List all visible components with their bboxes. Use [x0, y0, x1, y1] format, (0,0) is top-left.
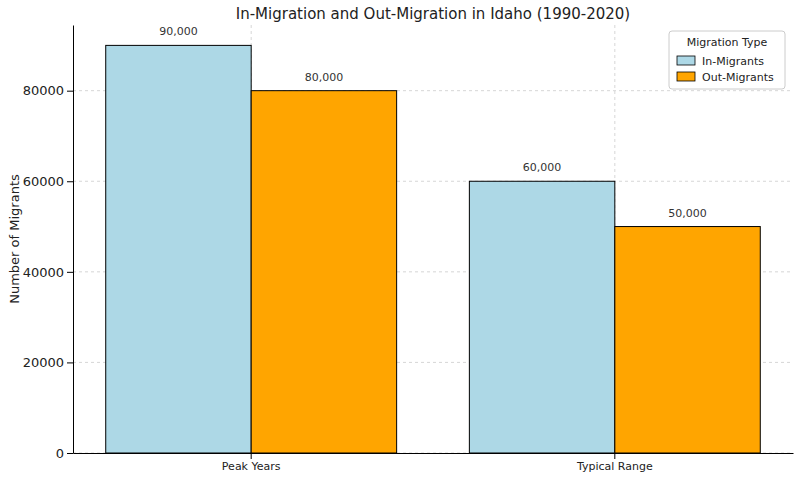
tick-mark [67, 181, 73, 182]
y-axis: 0 20000 40000 60000 80000 [23, 26, 74, 461]
tick-label: 80000 [23, 83, 64, 98]
tick-mark [67, 362, 73, 363]
bar [469, 181, 614, 453]
tick-mark [614, 453, 615, 459]
tick-label: Typical Range [576, 460, 653, 473]
legend-swatch [677, 56, 695, 65]
legend: Migration Type In-Migrants Out-Migrants [669, 31, 785, 89]
legend-label: Out-Migrants [702, 71, 774, 84]
plot-area: 90,000 60,000 80,000 50,000 0 20000 40000 60000… [23, 25, 794, 473]
chart: 90,000 60,000 80,000 50,000 0 20000 40000 60000… [0, 0, 800, 477]
data-label: 80,000 [305, 71, 344, 84]
tick-label: 20000 [23, 355, 64, 370]
y-tick: 80000 [23, 83, 73, 98]
axis-line [74, 453, 794, 454]
data-label: 90,000 [159, 25, 198, 38]
bars [106, 45, 761, 453]
y-tick: 0 [56, 446, 73, 461]
legend-swatch [677, 72, 695, 81]
x-tick: Peak Years [222, 453, 281, 473]
axis-line [73, 26, 74, 454]
data-label: 60,000 [523, 161, 562, 174]
title: In-Migration and Out-Migration in Idaho … [236, 5, 630, 23]
tick-mark [67, 272, 73, 273]
legend-label: In-Migrants [702, 55, 764, 68]
bar [251, 91, 396, 453]
data-label: 50,000 [668, 207, 707, 220]
bar [106, 45, 251, 453]
y-tick: 40000 [23, 264, 73, 279]
x-axis: Peak Years Typical Range [74, 453, 794, 473]
tick-mark [67, 91, 73, 92]
y-tick: 60000 [23, 174, 73, 189]
tick-label: Peak Years [222, 460, 281, 473]
y-tick: 20000 [23, 355, 73, 370]
x-tick: Typical Range [576, 453, 653, 473]
y-axis-title: Number of Migrants [7, 174, 22, 304]
legend-title: Migration Type [687, 36, 768, 49]
tick-label: 40000 [23, 264, 64, 279]
tick-label: 60000 [23, 174, 64, 189]
tick-label: 0 [56, 446, 64, 461]
tick-mark [67, 453, 73, 454]
bar [615, 227, 760, 453]
tick-mark [251, 453, 252, 459]
data-labels: 90,000 60,000 80,000 50,000 [159, 25, 707, 219]
legend-box [669, 31, 785, 89]
grid [73, 25, 793, 453]
